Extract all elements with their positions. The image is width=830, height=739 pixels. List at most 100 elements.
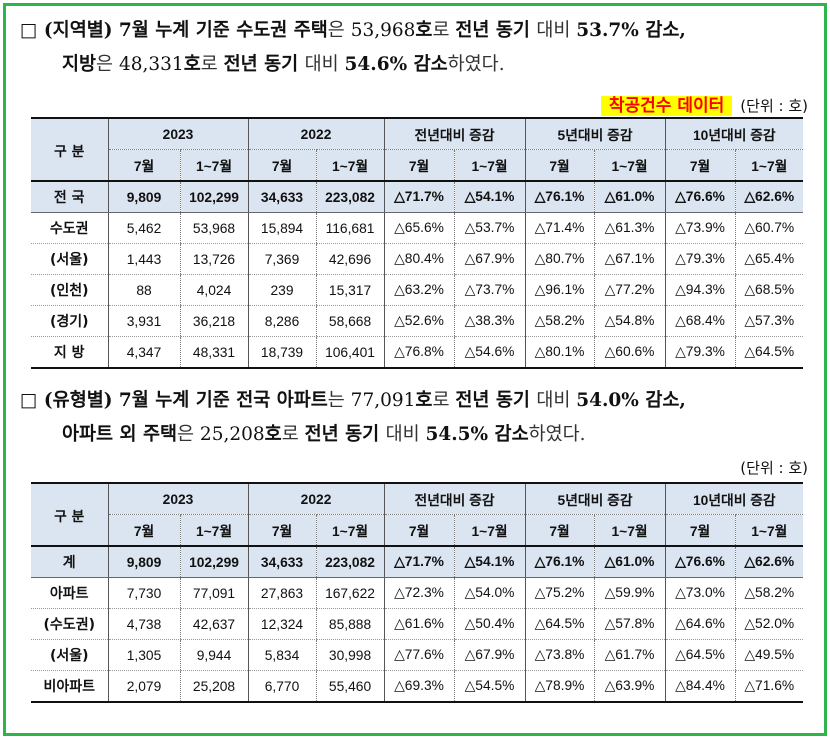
table-cell: △58.2% — [734, 577, 804, 609]
text-run: □ (유형별) 7월 누계 기준 전국 — [20, 390, 277, 411]
table-cell: 116,681 — [315, 212, 385, 244]
table-cell: 4,738 — [107, 608, 180, 640]
row-label: 계 — [31, 546, 108, 578]
table-cell: △61.0% — [593, 181, 666, 213]
table-cell: △63.9% — [593, 670, 666, 703]
table-cell: 239 — [247, 274, 317, 306]
table-row: (수도권) 4,738 42,637 12,324 85,888 △61.6% △50.4%… — [31, 608, 804, 640]
table-cell: 15,894 — [247, 212, 317, 244]
table-cell: △60.7% — [734, 212, 804, 244]
text-run: 53,968 — [350, 20, 416, 41]
group-header: 5년대비 증감 — [524, 482, 666, 515]
table-cell: 9,809 — [107, 181, 180, 213]
sub-header: 1~7월 — [593, 149, 666, 182]
table-cell: △57.3% — [734, 305, 804, 337]
sub-header: 1~7월 — [453, 149, 526, 182]
table-cell: △67.1% — [593, 243, 666, 275]
table-cell: △64.5% — [524, 608, 595, 640]
table-cell: △71.7% — [383, 546, 455, 578]
table-cell: 25,208 — [179, 670, 249, 703]
table-cell: △71.6% — [734, 670, 804, 703]
text-run: 감소, — [645, 390, 686, 411]
table-cell: △59.9% — [593, 577, 666, 609]
table-cell: △54.1% — [453, 546, 526, 578]
table-row: 아파트 7,730 77,091 27,863 167,622 △72.3% △54.0% △… — [31, 577, 804, 609]
paragraph-regional: □ (지역별) 7월 누계 기준 수도권 주택은 53,968호로 전년 동기 … — [20, 14, 810, 82]
sub-header: 1~7월 — [734, 149, 804, 182]
table-cell: 88 — [107, 274, 180, 306]
sub-header: 7월 — [664, 149, 736, 182]
text-run: 전년 동기 — [455, 20, 537, 41]
table-cell: 2,079 — [107, 670, 180, 703]
table-cell: △71.7% — [383, 181, 455, 213]
row-label: 지 방 — [31, 336, 108, 369]
table-cell: 102,299 — [179, 181, 249, 213]
table-cell: 102,299 — [179, 546, 249, 578]
paragraph-type: □ (유형별) 7월 누계 기준 전국 아파트는 77,091호로 전년 동기 … — [20, 384, 810, 452]
corner-header: 구 분 — [31, 117, 108, 182]
table-cell: 3,931 — [107, 305, 180, 337]
table-cell: 30,998 — [315, 639, 385, 671]
table-cell: △68.4% — [664, 305, 736, 337]
unit-row-2: (단위 : 호) — [740, 457, 808, 478]
table-cell: △65.4% — [734, 243, 804, 275]
table-cell: 42,637 — [179, 608, 249, 640]
table-cell: △84.4% — [664, 670, 736, 703]
sub-header: 7월 — [107, 514, 180, 547]
table-cell: 85,888 — [315, 608, 385, 640]
table-cell: △50.4% — [453, 608, 526, 640]
text-run: 호 — [183, 54, 201, 75]
paragraph-regional-line1: □ (지역별) 7월 누계 기준 수도권 주택은 53,968호로 전년 동기 … — [20, 14, 810, 48]
text-run: 전년 동기 — [223, 54, 305, 75]
table-cell: 7,730 — [107, 577, 180, 609]
table-cell: 7,369 — [247, 243, 317, 275]
row-label: (인천) — [31, 274, 108, 306]
table-cell: △69.3% — [383, 670, 455, 703]
table-cell: △61.3% — [593, 212, 666, 244]
table-cell: △62.6% — [734, 546, 804, 578]
table-cell: △72.3% — [383, 577, 455, 609]
table-cell: △78.9% — [524, 670, 595, 703]
table-cell: △64.6% — [664, 608, 736, 640]
text-run: 호 — [264, 424, 282, 445]
text-run: 아파트 — [276, 390, 328, 411]
table-cell: △71.4% — [524, 212, 595, 244]
text-run: □ (지역별) 7월 누계 기준 수도권 — [20, 20, 294, 41]
table-cell: 8,286 — [247, 305, 317, 337]
table-cell: △68.5% — [734, 274, 804, 306]
sub-header: 7월 — [664, 514, 736, 547]
sub-header: 7월 — [524, 149, 595, 182]
table-cell: 77,091 — [179, 577, 249, 609]
text-run: 는 — [327, 390, 351, 411]
text-run: 전년 동기 — [304, 424, 386, 445]
table-cell: 6,770 — [247, 670, 317, 703]
table-cell: △73.8% — [524, 639, 595, 671]
table-row: 전 국 9,809 102,299 34,633 223,082 △71.7% △54.1%… — [31, 181, 804, 213]
text-run: 대비 — [385, 424, 426, 445]
unit-label-2: (단위 : 호) — [740, 459, 808, 477]
text-run: 호 — [415, 390, 433, 411]
sub-header: 1~7월 — [453, 514, 526, 547]
text-run: 은 — [177, 424, 200, 445]
row-label: (서울) — [31, 243, 108, 275]
text-run: 54.0% — [576, 390, 646, 411]
paragraph-type-line2: 아파트 외 주택은 25,208호로 전년 동기 대비 54.5% 감소하였다. — [20, 418, 810, 452]
table-cell: 53,968 — [179, 212, 249, 244]
text-run: 하였다. — [528, 424, 586, 445]
table-cell: △76.1% — [524, 181, 595, 213]
text-run: 호 — [415, 20, 433, 41]
table-cell: △67.9% — [453, 639, 526, 671]
table-cell: △67.9% — [453, 243, 526, 275]
group-header: 2022 — [247, 117, 385, 150]
text-run: 54.6% 감소 — [344, 54, 448, 75]
table-cell: 13,726 — [179, 243, 249, 275]
table-cell: △96.1% — [524, 274, 595, 306]
table-cell: 4,024 — [179, 274, 249, 306]
table-cell: 223,082 — [315, 181, 385, 213]
sub-header: 1~7월 — [179, 149, 249, 182]
sub-header: 1~7월 — [179, 514, 249, 547]
table-cell: △80.7% — [524, 243, 595, 275]
row-label: (경기) — [31, 305, 108, 337]
table-cell: 42,696 — [315, 243, 385, 275]
row-label: 수도권 — [31, 212, 108, 244]
